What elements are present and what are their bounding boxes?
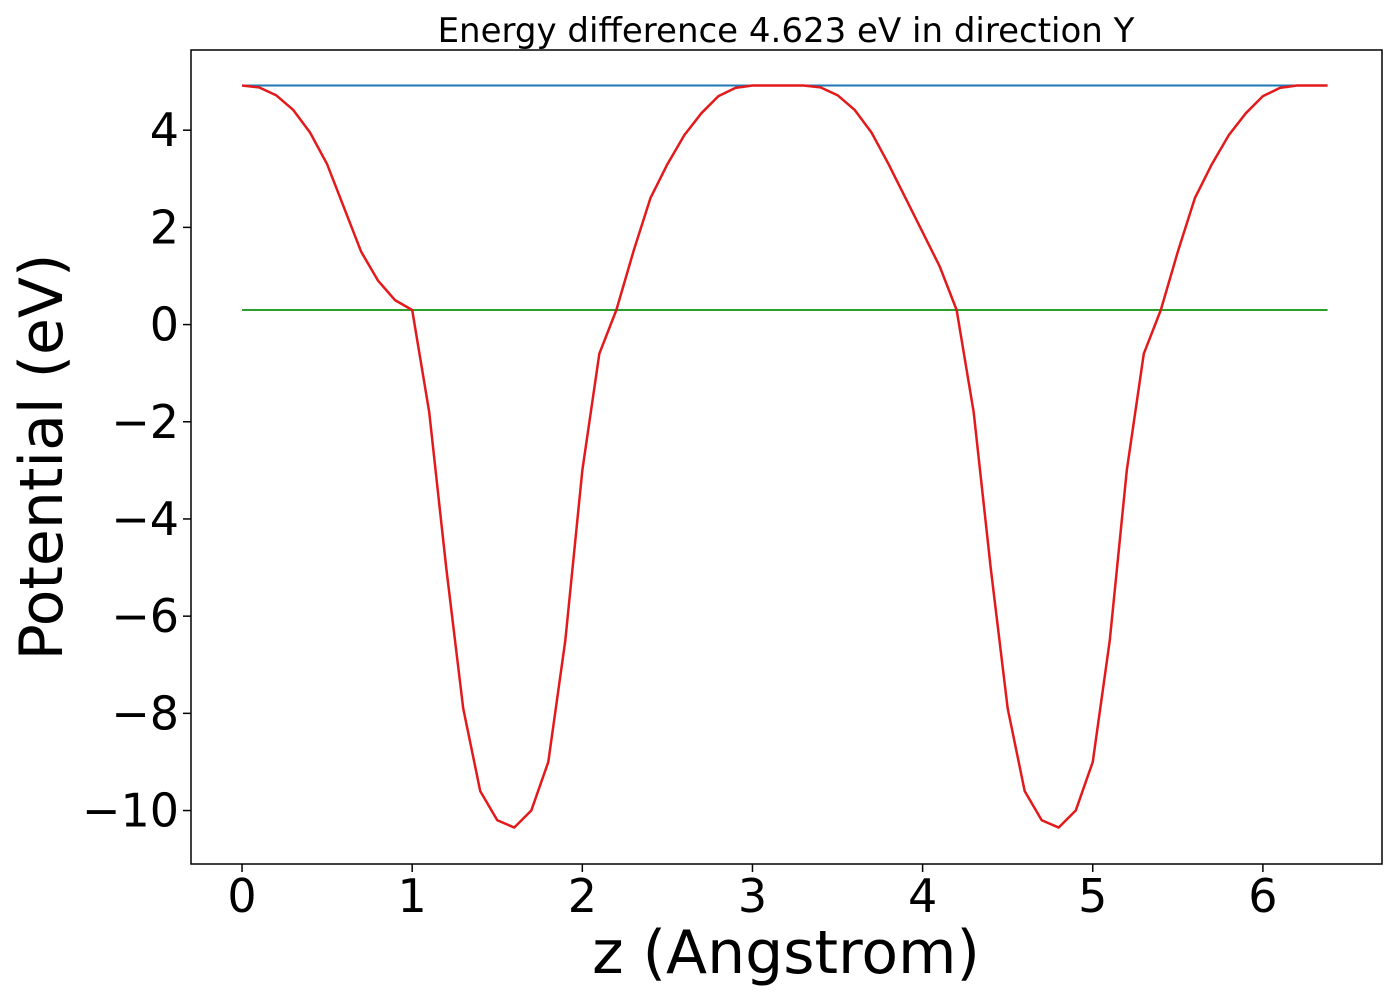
plot-frame xyxy=(190,49,1383,865)
series-layer xyxy=(241,84,1328,829)
chart-title: Energy difference 4.623 eV in direction … xyxy=(438,11,1135,51)
y-tick-label: −8 xyxy=(111,686,179,740)
x-tick-label: 4 xyxy=(908,869,937,923)
y-tick-label: −4 xyxy=(111,492,179,546)
y-tick-label: −10 xyxy=(82,784,179,838)
y-tick-label: 0 xyxy=(150,298,179,352)
series-line-2 xyxy=(241,84,1328,829)
x-tick-label: 0 xyxy=(227,869,256,923)
x-axis-ticks: 0 1 2 3 4 5 6 xyxy=(227,864,1278,923)
y-axis-label: Potential (eV) xyxy=(7,254,77,661)
x-tick-label: 6 xyxy=(1248,869,1277,923)
y-tick-label: −2 xyxy=(111,395,179,449)
y-tick-label: −6 xyxy=(111,589,179,643)
x-tick-label: 1 xyxy=(398,869,427,923)
x-axis-label: z (Angstrom) xyxy=(592,918,980,988)
y-tick-label: 2 xyxy=(150,200,179,254)
y-tick-label: 4 xyxy=(150,103,179,157)
y-axis-ticks: 4 2 0 −2 −4 −6 −8 −10 xyxy=(82,103,191,838)
x-tick-label: 3 xyxy=(738,869,767,923)
x-tick-label: 5 xyxy=(1078,869,1107,923)
x-tick-label: 2 xyxy=(568,869,597,923)
